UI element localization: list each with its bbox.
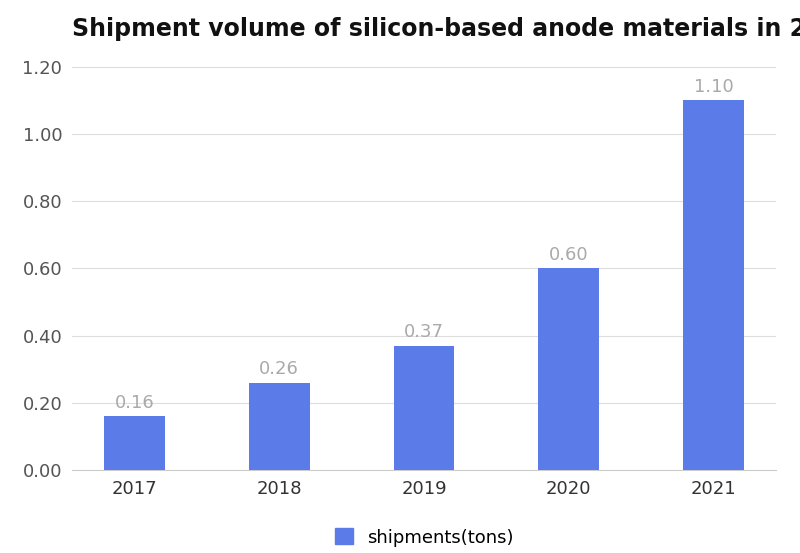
Legend: shipments(tons): shipments(tons) xyxy=(327,521,521,553)
Bar xyxy=(683,100,744,470)
Text: 1.10: 1.10 xyxy=(694,78,734,96)
Text: 0.37: 0.37 xyxy=(404,324,444,341)
Text: 0.26: 0.26 xyxy=(259,360,299,378)
Text: 0.16: 0.16 xyxy=(114,394,154,412)
Text: 0.60: 0.60 xyxy=(549,246,589,264)
Text: Shipment volume of silicon-based anode materials in 2017-2021: Shipment volume of silicon-based anode m… xyxy=(72,17,800,41)
Bar xyxy=(538,268,599,470)
Bar xyxy=(104,416,165,470)
Bar xyxy=(394,346,454,470)
Bar xyxy=(249,383,310,470)
